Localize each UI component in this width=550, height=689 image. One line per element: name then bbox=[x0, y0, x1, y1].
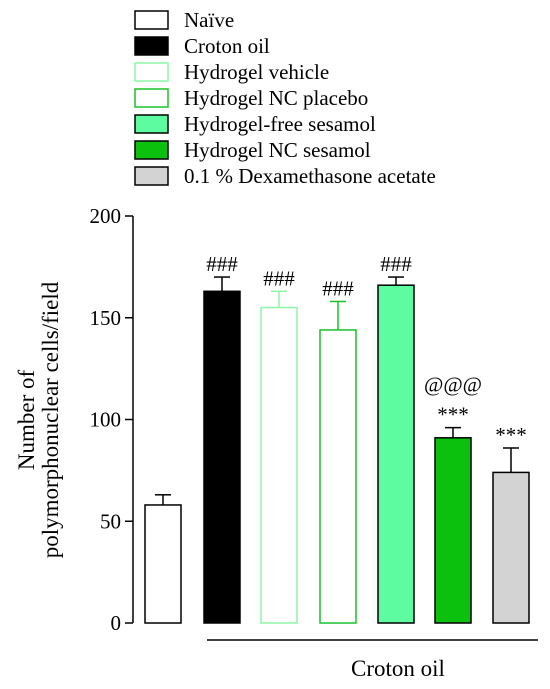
legend-swatch bbox=[134, 114, 169, 134]
significance-marker: *** bbox=[495, 423, 527, 447]
legend-swatch bbox=[134, 140, 169, 160]
group-bracket: Croton oil bbox=[207, 639, 538, 681]
legend-swatch bbox=[134, 62, 169, 82]
legend-label: Hydrogel NC sesamol bbox=[184, 138, 371, 162]
legend-label: Hydrogel-free sesamol bbox=[184, 112, 376, 136]
significance-marker: *** bbox=[437, 403, 469, 427]
y-tick-label: 100 bbox=[90, 408, 122, 432]
group-label-text: Croton oil bbox=[351, 656, 445, 681]
y-axis-label: Number of polymorphonuclear cells/field bbox=[14, 281, 63, 558]
legend-swatch bbox=[134, 166, 169, 186]
bar bbox=[434, 437, 472, 624]
y-axis: 0 50 100 150 200 bbox=[90, 204, 134, 635]
significance-marker: ### bbox=[380, 252, 412, 276]
bars bbox=[144, 276, 530, 624]
bar bbox=[260, 306, 298, 624]
legend-label: Naïve bbox=[184, 8, 234, 32]
significance-marker: ### bbox=[322, 276, 354, 300]
legend-label: 0.1 % Dexamethasone acetate bbox=[184, 164, 436, 188]
significance-marker: ### bbox=[206, 252, 238, 276]
bar bbox=[492, 471, 530, 624]
bar bbox=[377, 284, 415, 624]
legend-label: Hydrogel vehicle bbox=[184, 60, 329, 84]
y-tick-label: 200 bbox=[90, 204, 122, 228]
bar bbox=[319, 329, 357, 624]
y-tick-label: 0 bbox=[111, 611, 122, 635]
y-tick-label: 50 bbox=[100, 509, 121, 533]
significance-marker: @@@ bbox=[424, 373, 482, 397]
bar bbox=[144, 504, 182, 624]
y-tick-label: 150 bbox=[90, 306, 122, 330]
legend-label: Hydrogel NC placebo bbox=[184, 86, 368, 110]
y-axis-label-line: Number of bbox=[14, 370, 39, 471]
y-axis-label-line: polymorphonuclear cells/field bbox=[38, 281, 63, 558]
legend-label: Croton oil bbox=[184, 34, 270, 58]
legend-swatch bbox=[134, 36, 169, 56]
significance-annotations: ### ### ### ### @@@ *** *** bbox=[206, 252, 527, 447]
legend-swatch bbox=[134, 10, 169, 30]
significance-marker: ### bbox=[263, 266, 295, 290]
bar bbox=[203, 290, 241, 624]
legend-swatch bbox=[134, 88, 169, 108]
